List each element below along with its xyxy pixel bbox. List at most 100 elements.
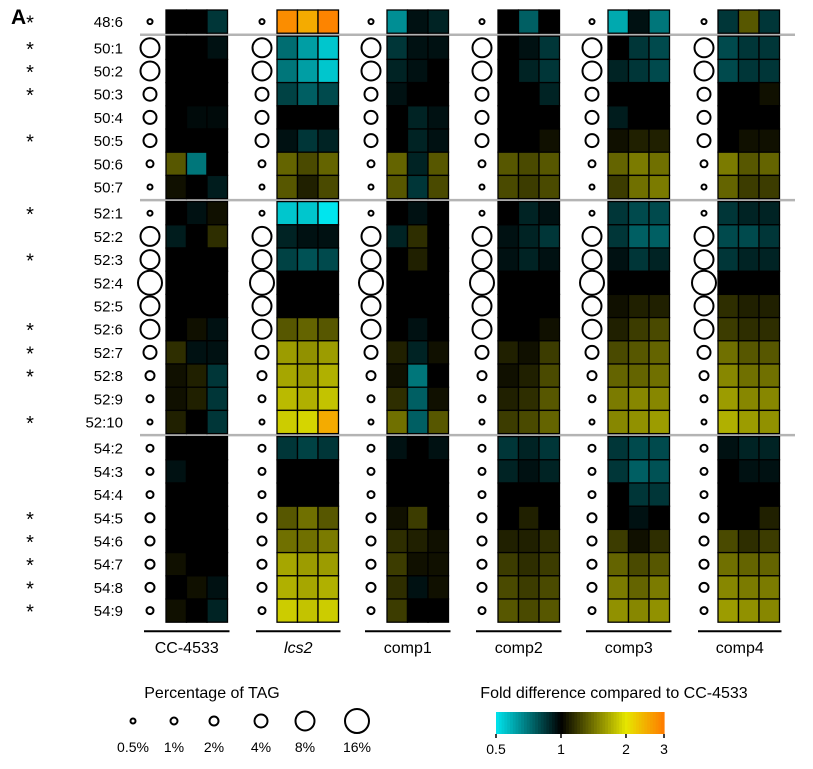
heatmap-cell: [497, 505, 520, 531]
heatmap-cell: [538, 505, 561, 531]
heatmap-cell: [185, 482, 208, 507]
heatmap-cell: [165, 151, 188, 177]
heatmap-cell: [758, 224, 781, 249]
colorbar-segment: [566, 712, 570, 734]
heatmap-cell: [758, 200, 781, 226]
heatmap-cell: [185, 247, 208, 272]
heatmap-cell: [517, 293, 540, 319]
tag-circle: [699, 490, 709, 500]
tag-circle: [257, 490, 267, 500]
heatmap-cell: [737, 58, 760, 84]
row-label: 52:3: [94, 252, 123, 269]
color-legend: Fold difference compared to CC-4533 0.5 1 2…: [480, 685, 748, 757]
heatmap-cell: [296, 409, 319, 435]
heatmap-cell: [276, 575, 299, 600]
significance-star: *: [26, 85, 34, 107]
colorbar-segment: [540, 712, 545, 734]
tag-circle: [366, 159, 376, 169]
heatmap-cell: [386, 528, 409, 554]
tag-circle: [254, 344, 270, 360]
heatmap-cell: [607, 151, 630, 177]
heatmap-cell: [276, 247, 299, 272]
colorbar-segment: [661, 712, 665, 734]
heatmap-cell: [206, 58, 229, 84]
tag-circle: [700, 183, 708, 191]
tag-circle: [251, 60, 273, 82]
heatmap-cell: [296, 9, 319, 34]
heatmap-cell: [627, 551, 650, 577]
heatmap-cell: [517, 81, 540, 107]
heatmap-cell: [538, 9, 561, 34]
row-label: 52:7: [94, 345, 123, 362]
tag-circle: [367, 18, 375, 26]
heatmap-cell: [386, 363, 409, 388]
heatmap-cell: [206, 293, 229, 319]
heatmap-cell: [406, 9, 429, 34]
heatmap-cell: [717, 482, 740, 507]
colorbar-segment: [636, 712, 640, 734]
heatmap-cell: [737, 81, 760, 107]
tag-circle: [693, 249, 715, 271]
heatmap-cell: [317, 551, 340, 577]
tag-circle: [366, 606, 376, 616]
heatmap-cell: [717, 505, 740, 531]
colorbar-segment: [630, 712, 634, 734]
tag-circle: [696, 109, 712, 125]
tag-circle: [258, 183, 266, 191]
heatmap-cell: [185, 505, 208, 531]
heatmap-cell: [737, 528, 760, 554]
heatmap-cell: [627, 58, 650, 84]
heatmap-cell: [737, 105, 760, 130]
heatmap-cell: [317, 200, 340, 226]
tag-circle: [696, 86, 712, 102]
tag-circle: [366, 490, 376, 500]
heatmap-cell: [607, 505, 630, 531]
heatmap-cell: [317, 247, 340, 272]
heatmap-cell: [206, 409, 229, 435]
heatmap-cell: [648, 105, 671, 130]
heatmap-cell: [717, 9, 740, 34]
tag-circle: [698, 535, 710, 547]
heatmap-cell: [648, 293, 671, 319]
heatmap-cell: [758, 151, 781, 177]
heatmap-cell: [406, 200, 429, 226]
heatmap-cell: [165, 409, 188, 435]
size-legend-title: Percentage of TAG: [144, 685, 279, 702]
tag-circle: [693, 225, 715, 247]
tag-circle: [477, 490, 487, 500]
significance-star: *: [26, 320, 34, 342]
tag-circle: [142, 133, 158, 149]
colorbar-segment: [535, 712, 539, 734]
heatmap-cell: [648, 316, 671, 342]
tag-circle: [584, 133, 600, 149]
heatmap-cell: [758, 482, 781, 507]
tag-circle: [474, 86, 490, 102]
tag-circle: [360, 295, 382, 317]
colorbar-segment: [515, 712, 519, 734]
heatmap-cell: [538, 58, 561, 84]
heatmap-cell: [427, 386, 450, 412]
heatmap-cell: [737, 340, 760, 365]
heatmap-cell: [427, 105, 450, 130]
heatmap-cell: [717, 200, 740, 226]
heatmap-cell: [497, 598, 520, 623]
heatmap-cell: [386, 340, 409, 365]
tag-circle: [699, 606, 709, 616]
heatmap-cell: [206, 151, 229, 177]
tag-circle: [476, 370, 488, 382]
heatmap-cell: [185, 105, 208, 130]
heatmap-cell: [185, 128, 208, 153]
heatmap-cell: [296, 58, 319, 84]
heatmap-cell: [648, 551, 671, 577]
heatmap-cell: [185, 200, 208, 226]
heatmap-cell: [296, 247, 319, 272]
heatmap-cell: [165, 270, 188, 296]
heatmap-cell: [386, 81, 409, 107]
heatmap-cell: [317, 151, 340, 177]
significance-star: *: [26, 132, 34, 154]
heatmap-cell: [627, 81, 650, 107]
significance-star: *: [26, 509, 34, 531]
heatmap-cell: [648, 224, 671, 249]
heatmap-cell: [165, 482, 188, 507]
heatmap-cell: [497, 316, 520, 342]
